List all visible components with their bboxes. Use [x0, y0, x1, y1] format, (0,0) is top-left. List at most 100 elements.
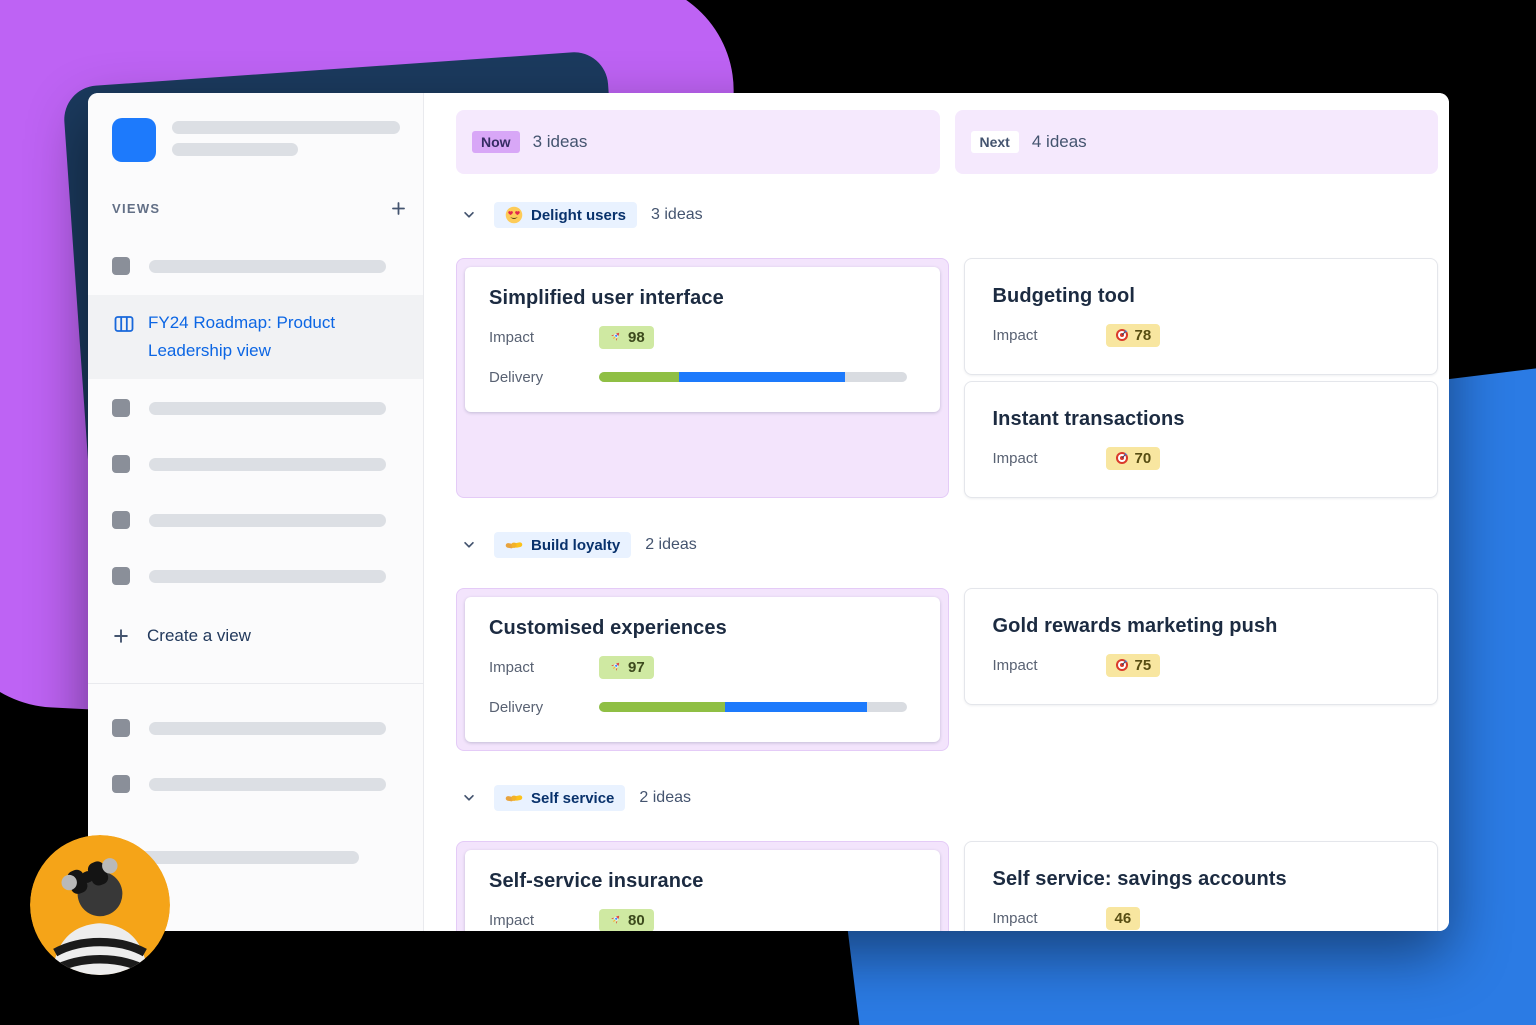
create-view-button[interactable]: Create a view: [112, 623, 407, 649]
icon-placeholder: [112, 567, 130, 585]
idea-card[interactable]: Instant transactions Impact 70: [963, 381, 1438, 498]
next-column-cell: Budgeting tool Impact 78 Instant transac…: [963, 258, 1438, 498]
skeleton-bar: [149, 259, 386, 273]
progress-segment-done: [599, 372, 680, 382]
impact-label: Impact: [992, 326, 1038, 344]
delivery-row: Delivery: [489, 364, 916, 390]
sidebar-item-skeleton[interactable]: [112, 257, 407, 275]
skeleton-bar: [149, 777, 386, 791]
card-title: Simplified user interface: [489, 287, 724, 309]
sidebar-item-skeleton[interactable]: [112, 511, 407, 529]
impact-value: 80: [628, 911, 645, 929]
group-label: Delight users: [531, 206, 627, 224]
impact-row: Impact 70: [993, 445, 1410, 471]
sidebar-item-skeleton[interactable]: [112, 399, 407, 417]
icon-placeholder: [112, 455, 130, 473]
sidebar-item-skeleton[interactable]: [112, 567, 407, 585]
icon-placeholder: [112, 511, 130, 529]
group-chip[interactable]: Build loyalty: [494, 532, 632, 558]
group-chip[interactable]: Self service: [494, 785, 626, 811]
group-count: 2 ideas: [639, 789, 691, 806]
collapse-group-button[interactable]: [458, 204, 480, 226]
idea-card[interactable]: Simplified user interface Impact 98 Deli…: [465, 267, 940, 412]
group-label: Build loyalty: [531, 536, 621, 554]
impact-row: Impact 78: [993, 322, 1410, 348]
now-column-cell: Simplified user interface Impact 98 Deli…: [456, 258, 949, 498]
impact-value: 46: [1114, 909, 1132, 927]
impact-badge: 78: [1105, 323, 1161, 347]
card-title: Self-service insurance: [489, 870, 704, 892]
idea-card[interactable]: Budgeting tool Impact 78: [963, 258, 1438, 375]
impact-badge: 80: [599, 908, 654, 931]
impact-value: 70: [1134, 449, 1152, 467]
collapse-group-button[interactable]: [458, 787, 480, 809]
dart-target-emoji-icon: [1115, 451, 1129, 465]
impact-row: Impact 97: [489, 654, 916, 680]
card-title: Customised experiences: [489, 617, 727, 639]
now-column-cell: Customised experiences Impact 97 Deliver…: [456, 588, 949, 751]
skeleton-bar: [149, 457, 386, 471]
impact-row: Impact 80: [489, 907, 916, 931]
sidebar-divider: [88, 683, 423, 684]
icon-placeholder: [112, 719, 130, 737]
card-title: Budgeting tool: [992, 285, 1135, 307]
impact-badge: 98: [599, 325, 654, 349]
skeleton-bar: [149, 569, 386, 583]
observer-photo-badge: [30, 835, 170, 975]
group-chip[interactable]: Delight users: [494, 202, 638, 228]
card-title: Gold rewards marketing push: [992, 615, 1278, 637]
delivery-progress-bar: [599, 702, 907, 712]
group-cards-row: Self-service insurance Impact 80 Self se…: [456, 841, 1438, 931]
group-label: Self service: [531, 789, 615, 807]
add-view-button[interactable]: [390, 200, 407, 217]
sidebar-item-skeleton[interactable]: [112, 775, 407, 793]
dart-target-emoji-icon: [1115, 328, 1129, 342]
group-cards-row: Customised experiences Impact 97 Deliver…: [456, 588, 1438, 751]
delivery-label: Delivery: [489, 368, 544, 386]
icon-placeholder: [112, 775, 130, 793]
next-badge: Next: [970, 131, 1019, 153]
skeleton-bar: [149, 401, 386, 415]
skeleton-bar: [149, 513, 386, 527]
group-header-delight-users: Delight users 3 ideas: [458, 200, 1438, 230]
impact-value: 75: [1134, 656, 1152, 674]
views-section-header: VIEWS: [112, 200, 407, 217]
app-window: VIEWS FY24 Roadmap: Product Leadership v…: [88, 93, 1449, 931]
skeleton-bar: [172, 143, 298, 156]
impact-label: Impact: [992, 656, 1038, 674]
now-badge: Now: [472, 131, 520, 153]
sidebar-item-skeleton[interactable]: [112, 719, 407, 737]
chevron-down-icon: [462, 538, 476, 552]
idea-card[interactable]: Gold rewards marketing push Impact 75: [963, 588, 1438, 705]
heart-eyes-emoji-icon: [505, 206, 523, 224]
idea-card[interactable]: Customised experiences Impact 97 Deliver…: [465, 597, 940, 742]
sidebar-footer-skeleton-bar: [112, 851, 359, 864]
column-header-next: Next 4 ideas: [954, 110, 1438, 174]
idea-card[interactable]: Self-service insurance Impact 80: [465, 850, 940, 931]
idea-card[interactable]: Self service: savings accounts Impact 46: [963, 841, 1438, 931]
sidebar: VIEWS FY24 Roadmap: Product Leadership v…: [88, 93, 424, 931]
sidebar-item-skeleton[interactable]: [112, 455, 407, 473]
handshake-emoji-icon: [505, 536, 523, 554]
impact-badge: 70: [1105, 446, 1161, 470]
views-label: VIEWS: [112, 201, 161, 216]
icon-placeholder: [112, 399, 130, 417]
next-column-cell: Self service: savings accounts Impact 46: [963, 841, 1438, 931]
next-column-cell: Gold rewards marketing push Impact 75: [963, 588, 1438, 751]
impact-badge: 75: [1105, 653, 1161, 677]
rocket-emoji-icon: [608, 330, 622, 344]
chevron-down-icon: [462, 791, 476, 805]
delivery-label: Delivery: [489, 698, 544, 716]
impact-label: Impact: [489, 658, 535, 676]
next-column-count: 4 ideas: [1031, 132, 1087, 151]
sidebar-item-selected-view[interactable]: FY24 Roadmap: Product Leadership view: [88, 295, 423, 379]
skeleton-bar: [172, 121, 400, 134]
chevron-down-icon: [462, 208, 476, 222]
create-view-label: Create a view: [147, 626, 251, 645]
group-cards-row: Simplified user interface Impact 98 Deli…: [456, 258, 1438, 498]
impact-badge: 46: [1105, 906, 1141, 930]
delivery-row: Delivery: [489, 694, 916, 720]
impact-value: 97: [628, 658, 645, 676]
collapse-group-button[interactable]: [458, 534, 480, 556]
